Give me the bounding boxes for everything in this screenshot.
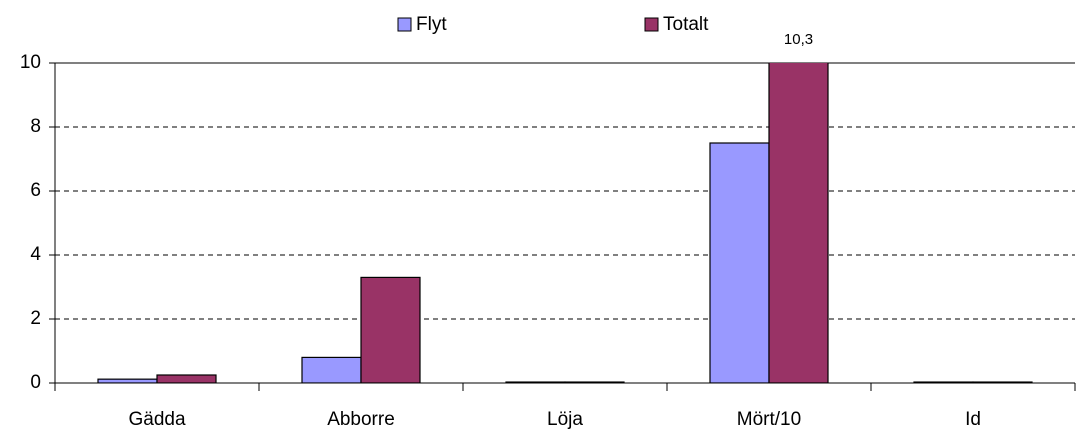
bar	[709, 142, 770, 383]
y-tick-label: 4	[30, 244, 41, 265]
bar	[301, 356, 362, 383]
y-tick-label: 2	[30, 308, 41, 329]
legend-label: Totalt	[663, 14, 709, 35]
legend-label: Flyt	[416, 14, 447, 35]
y-tick-label: 10	[20, 52, 41, 73]
bars	[97, 63, 1033, 383]
x-tick-label: Gädda	[128, 409, 185, 430]
bar	[768, 63, 829, 383]
y-tick-label: 8	[30, 116, 41, 137]
legend-swatch	[644, 17, 659, 32]
x-tick-label: Löja	[547, 409, 583, 430]
x-tick-label: Abborre	[327, 409, 395, 430]
x-tick-label: Id	[965, 409, 981, 430]
value-label: 10,3	[784, 31, 813, 48]
legend-swatch	[397, 17, 412, 32]
x-tick-label: Mört/10	[737, 409, 801, 430]
bar	[97, 378, 158, 383]
y-tick-label: 6	[30, 180, 41, 201]
bar	[360, 276, 421, 383]
y-tick-label: 0	[30, 372, 41, 393]
bar	[156, 374, 217, 383]
